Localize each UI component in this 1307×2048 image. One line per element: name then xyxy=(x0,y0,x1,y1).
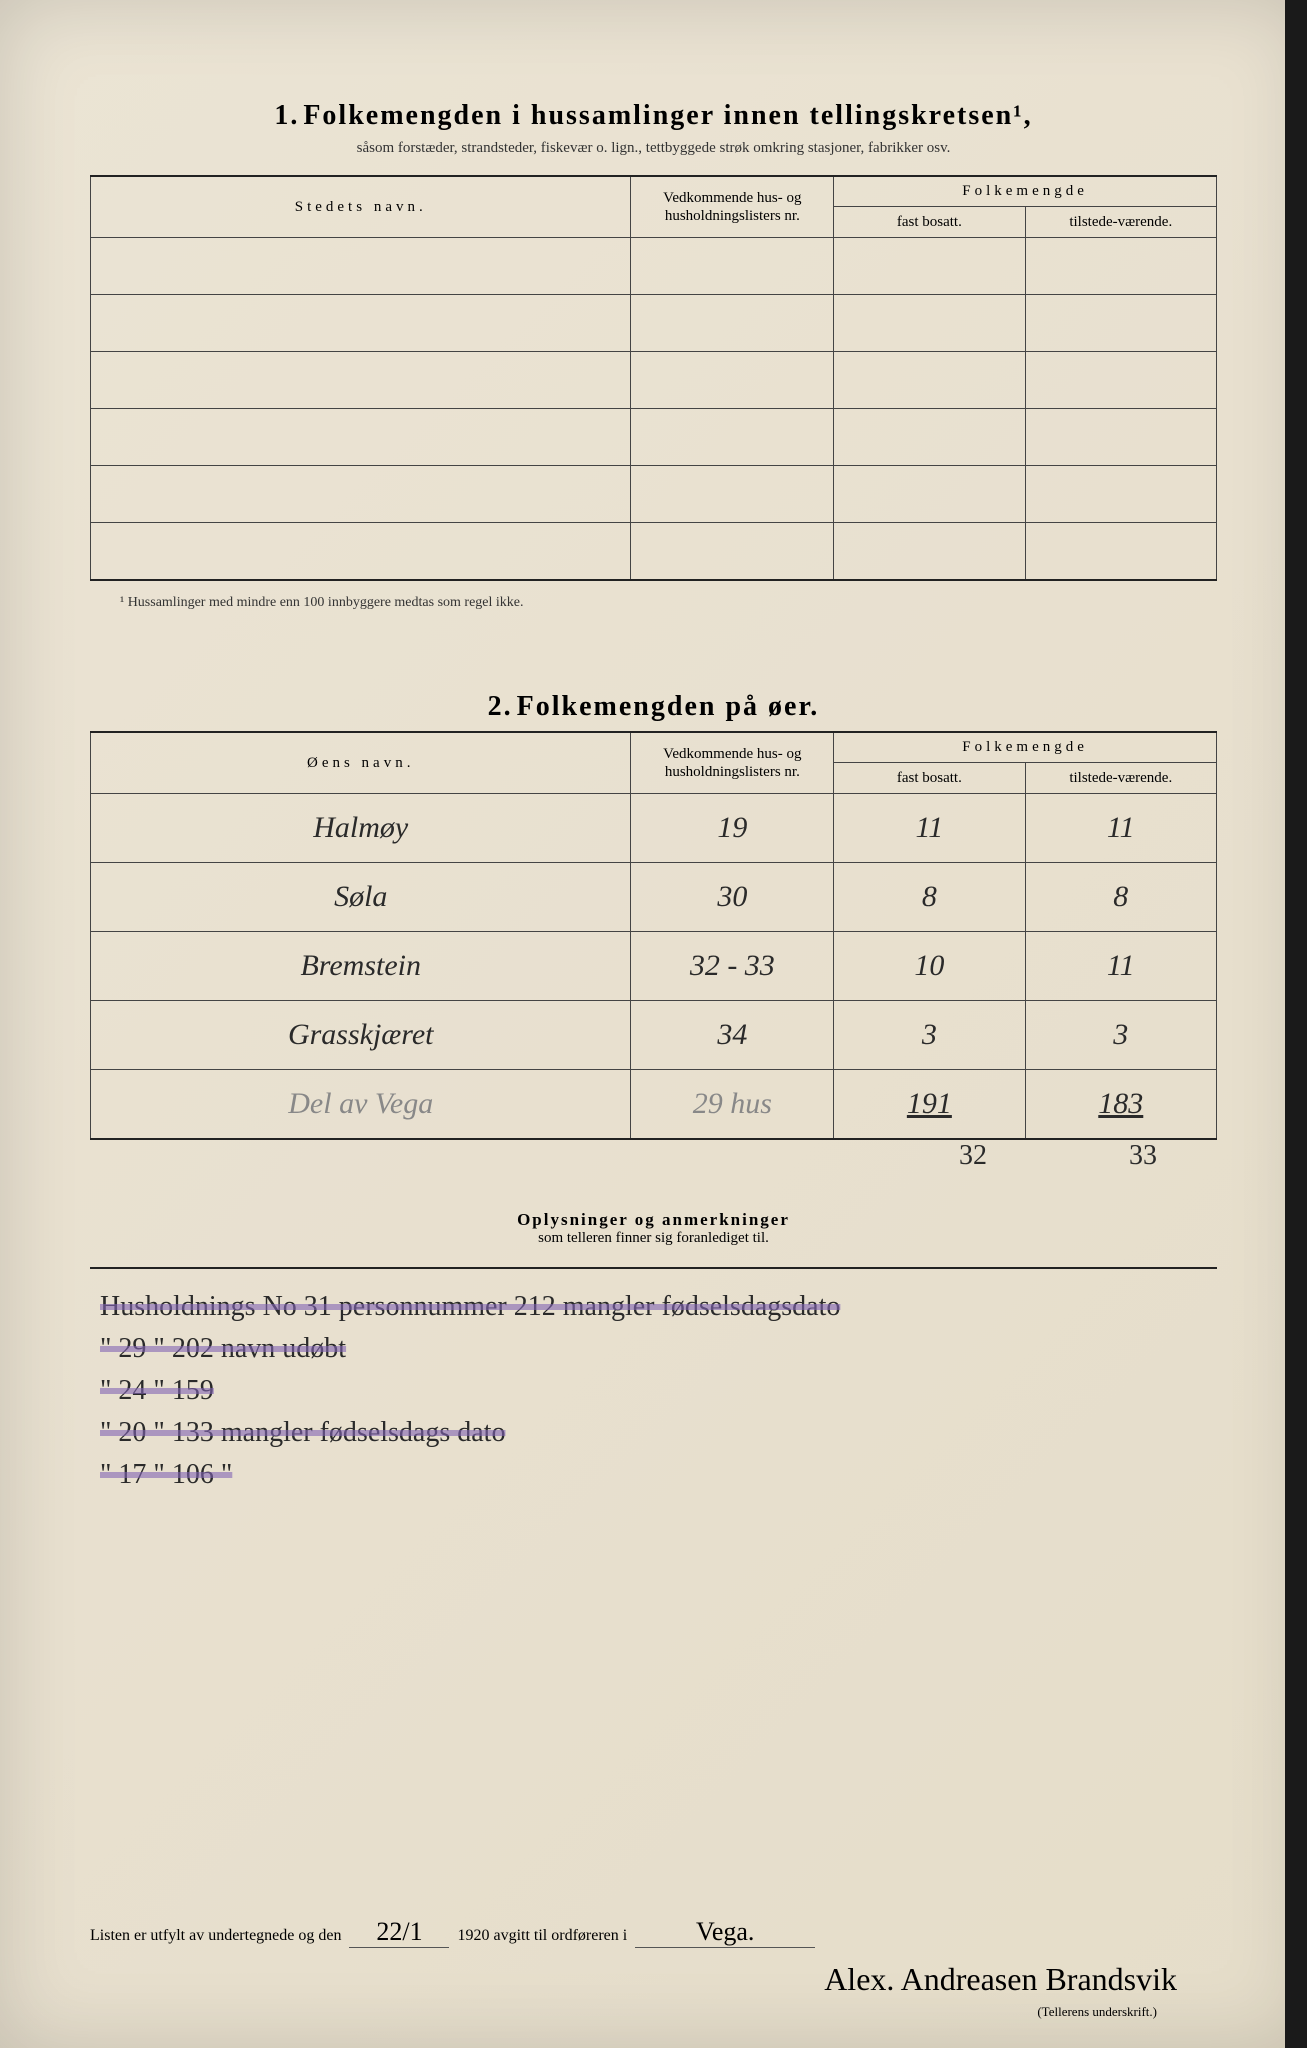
total-til: 33 xyxy=(1129,1140,1157,1172)
remarks-title: Oplysninger og anmerkninger xyxy=(90,1210,1217,1230)
remark-line: Husholdnings No 31 personnummer 212 mang… xyxy=(90,1289,1217,1325)
list-nr: 29 hus xyxy=(631,1070,834,1140)
col-liste-nr2: Vedkommende hus- og husholdningslisters … xyxy=(631,732,834,794)
list-nr: 32 - 33 xyxy=(631,932,834,1001)
fast-val: 10 xyxy=(834,932,1025,1001)
fast-val: 11 xyxy=(834,794,1025,863)
col-fast-bosatt2: fast bosatt. xyxy=(834,763,1025,794)
section2: 2. Folkemengden på øer. Øens navn. Vedko… xyxy=(90,691,1217,1569)
table-row: Del av Vega 29 hus 191 183 xyxy=(91,1070,1217,1140)
signature-area: Listen er utfylt av undertegnede og den … xyxy=(90,1917,1217,1948)
col-liste-nr: Vedkommende hus- og husholdningslisters … xyxy=(631,176,834,238)
section2-number: 2. xyxy=(488,691,513,722)
sig-mid: 1920 avgitt til ordføreren i xyxy=(457,1927,627,1945)
island-name: Grasskjæret xyxy=(91,1001,631,1070)
table-row xyxy=(91,352,1217,409)
col-folkemengde2: Folkemengde xyxy=(834,732,1217,763)
col-fast-bosatt: fast bosatt. xyxy=(834,207,1025,238)
island-name: Del av Vega xyxy=(91,1070,631,1140)
section1-title: Folkemengden i hussamlinger innen tellin… xyxy=(303,100,1032,131)
fast-val: 8 xyxy=(834,863,1025,932)
col-stedets-navn: Stedets navn. xyxy=(91,176,631,238)
section1-heading: 1. Folkemengden i hussamlinger innen tel… xyxy=(90,100,1217,132)
remark-line: " 29 " 202 navn udøbt xyxy=(90,1331,1217,1367)
table-row xyxy=(91,523,1217,581)
section1-table: Stedets navn. Vedkommende hus- og hushol… xyxy=(90,175,1217,581)
sig-place: Vega. xyxy=(635,1917,815,1948)
book-spine xyxy=(1285,0,1307,2048)
remark-line: " 17 " 106 " xyxy=(90,1457,1217,1493)
section2-table: Øens navn. Vedkommende hus- og husholdni… xyxy=(90,731,1217,1140)
section1-subtitle: såsom forstæder, strandsteder, fiskevær … xyxy=(90,140,1217,157)
section1-number: 1. xyxy=(274,100,299,131)
col-oens-navn: Øens navn. xyxy=(91,732,631,794)
island-name: Halmøy xyxy=(91,794,631,863)
col-folkemengde: Folkemengde xyxy=(834,176,1217,207)
table-row xyxy=(91,295,1217,352)
sig-date: 22/1 xyxy=(349,1917,449,1948)
remarks-box: Husholdnings No 31 personnummer 212 mang… xyxy=(90,1267,1217,1569)
remarks-subtitle: som telleren finner sig foranlediget til… xyxy=(90,1230,1217,1247)
sig-prefix: Listen er utfylt av undertegnede og den xyxy=(90,1927,341,1945)
island-name: Søla xyxy=(91,863,631,932)
til-val: 11 xyxy=(1025,932,1216,1001)
til-val: 183 xyxy=(1025,1070,1216,1140)
table-row xyxy=(91,409,1217,466)
til-val: 8 xyxy=(1025,863,1216,932)
total-fast: 32 xyxy=(959,1140,987,1172)
section1-footnote: ¹ Hussamlinger med mindre enn 100 innbyg… xyxy=(90,595,1217,611)
signature-name: Alex. Andreasen Brandsvik xyxy=(824,1961,1177,1998)
table-row: Halmøy 19 11 11 xyxy=(91,794,1217,863)
remark-line: " 20 " 133 mangler fødselsdags dato xyxy=(90,1415,1217,1451)
table-row: Søla 30 8 8 xyxy=(91,863,1217,932)
totals-row: 32 33 xyxy=(90,1140,1217,1180)
til-val: 11 xyxy=(1025,794,1216,863)
table-row xyxy=(91,466,1217,523)
census-form-page: 1. Folkemengden i hussamlinger innen tel… xyxy=(0,0,1307,2048)
col-tilstede: tilstede-værende. xyxy=(1025,207,1216,238)
table-row: Bremstein 32 - 33 10 11 xyxy=(91,932,1217,1001)
section2-heading: 2. Folkemengden på øer. xyxy=(90,691,1217,723)
island-name: Bremstein xyxy=(91,932,631,1001)
table-row: Grasskjæret 34 3 3 xyxy=(91,1001,1217,1070)
til-val: 3 xyxy=(1025,1001,1216,1070)
section2-title: Folkemengden på øer. xyxy=(517,691,820,722)
table-row xyxy=(91,238,1217,295)
list-nr: 30 xyxy=(631,863,834,932)
signature-caption: (Tellerens underskrift.) xyxy=(1037,2004,1157,2020)
col-tilstede2: tilstede-værende. xyxy=(1025,763,1216,794)
fast-val: 191 xyxy=(834,1070,1025,1140)
list-nr: 34 xyxy=(631,1001,834,1070)
remark-line: " 24 " 159 xyxy=(90,1373,1217,1409)
fast-val: 3 xyxy=(834,1001,1025,1070)
list-nr: 19 xyxy=(631,794,834,863)
